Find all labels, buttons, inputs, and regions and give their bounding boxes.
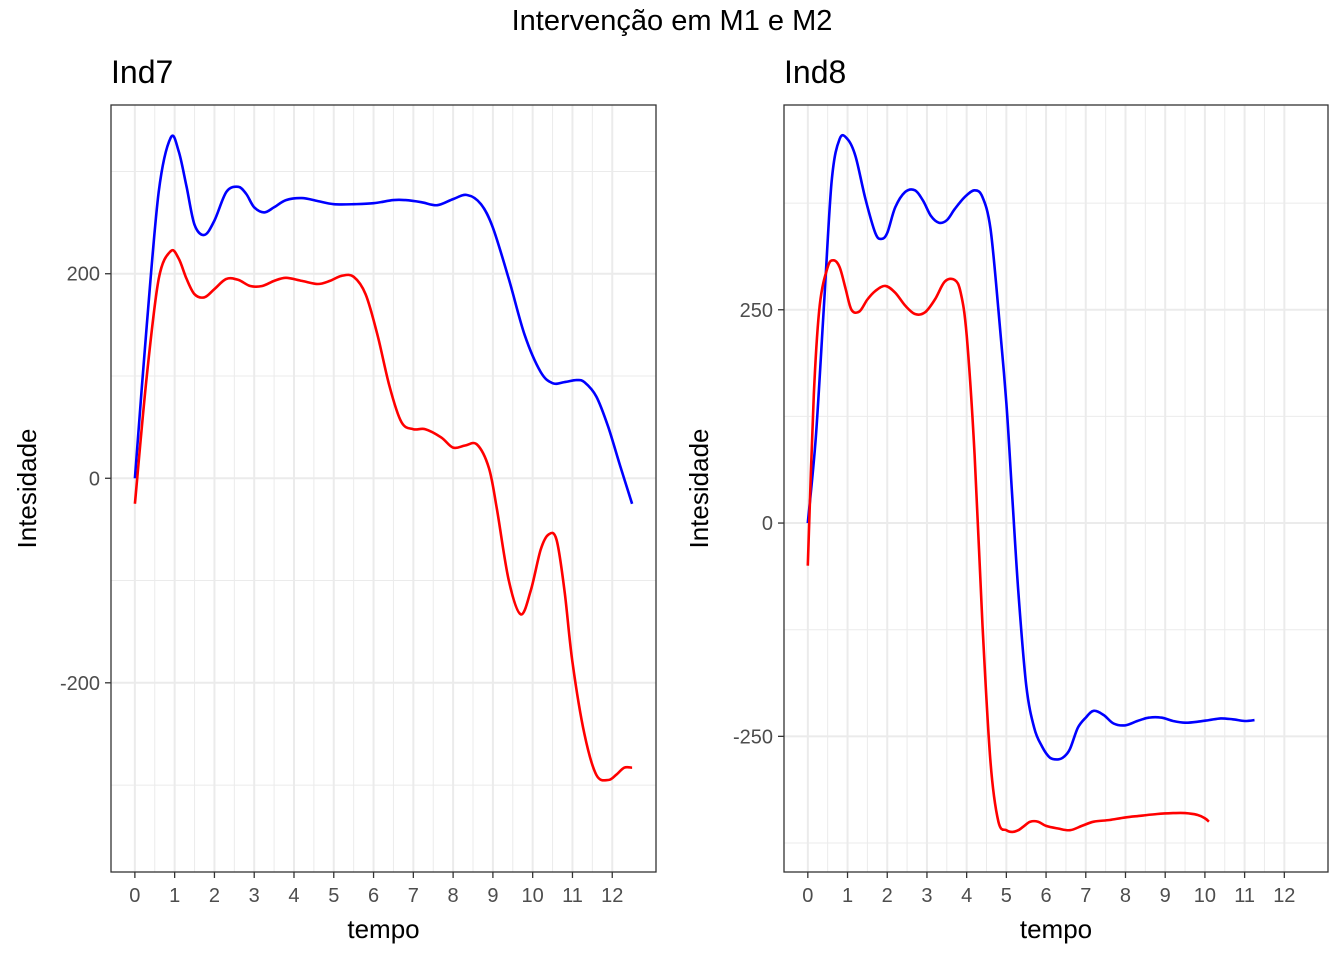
x-tick-label: 1 [842, 885, 853, 907]
y-axis-label: Intesidade [684, 429, 714, 549]
x-tick-label: 12 [601, 885, 623, 907]
series-line-red [806, 258, 1210, 834]
series-line-blue [806, 133, 1255, 761]
x-tick-label: 4 [961, 885, 972, 907]
y-axis-label: Intesidade [12, 429, 42, 549]
x-tick-label: 3 [249, 885, 260, 907]
x-tick-label: 12 [1273, 885, 1295, 907]
x-tick-label: 8 [1120, 885, 1131, 907]
x-tick-label: 9 [1160, 885, 1171, 907]
panel-border [783, 104, 1329, 873]
y-tick-label: 250 [740, 300, 773, 322]
x-tick-label: 0 [129, 885, 140, 907]
x-axis-label: tempo [347, 914, 419, 944]
x-tick-label: 6 [368, 885, 379, 907]
x-axis-label: tempo [1020, 914, 1092, 944]
y-tick-label: -250 [733, 726, 773, 748]
x-tick-label: 10 [522, 885, 544, 907]
x-tick-label: 7 [408, 885, 419, 907]
x-tick-label: 2 [882, 885, 893, 907]
x-tick-label: 5 [328, 885, 339, 907]
series-line-red [133, 248, 633, 782]
y-tick-label: -200 [60, 673, 100, 695]
y-tick-label: 0 [762, 513, 773, 535]
x-tick-label: 3 [921, 885, 932, 907]
panel-background [111, 105, 656, 872]
x-tick-label: 8 [448, 885, 459, 907]
y-tick-label: 200 [67, 264, 100, 286]
panel-background [784, 105, 1328, 872]
x-tick-label: 11 [1234, 885, 1255, 907]
panel-border [110, 104, 657, 873]
x-tick-label: 7 [1080, 885, 1091, 907]
panel-title: Ind8 [784, 54, 846, 90]
chart-ind8: 0 1 2 3 4 5 6 7 8 9 10 11 12-2500250Ind8tempoIntesid… [684, 54, 1329, 944]
x-tick-label: 11 [562, 885, 583, 907]
x-tick-label: 4 [288, 885, 299, 907]
gridlines [111, 105, 656, 872]
panel-title: Ind7 [111, 54, 173, 90]
series-lines [806, 133, 1255, 834]
x-tick-label: 10 [1194, 885, 1216, 907]
x-tick-label: 6 [1041, 885, 1052, 907]
x-tick-label: 1 [169, 885, 180, 907]
x-tick-label: 9 [487, 885, 498, 907]
x-tick-label: 5 [1001, 885, 1012, 907]
x-tick-label: 2 [209, 885, 220, 907]
chart-ind7: 0 1 2 3 4 5 6 7 8 9 10 11 12-2000200Ind7tempoIntesid… [12, 54, 657, 944]
series-line-blue [133, 134, 634, 505]
x-tick-label: 0 [802, 885, 813, 907]
series-lines [133, 134, 634, 782]
figure-title: Intervenção em M1 e M2 [512, 5, 833, 37]
y-tick-label: 0 [89, 468, 100, 490]
